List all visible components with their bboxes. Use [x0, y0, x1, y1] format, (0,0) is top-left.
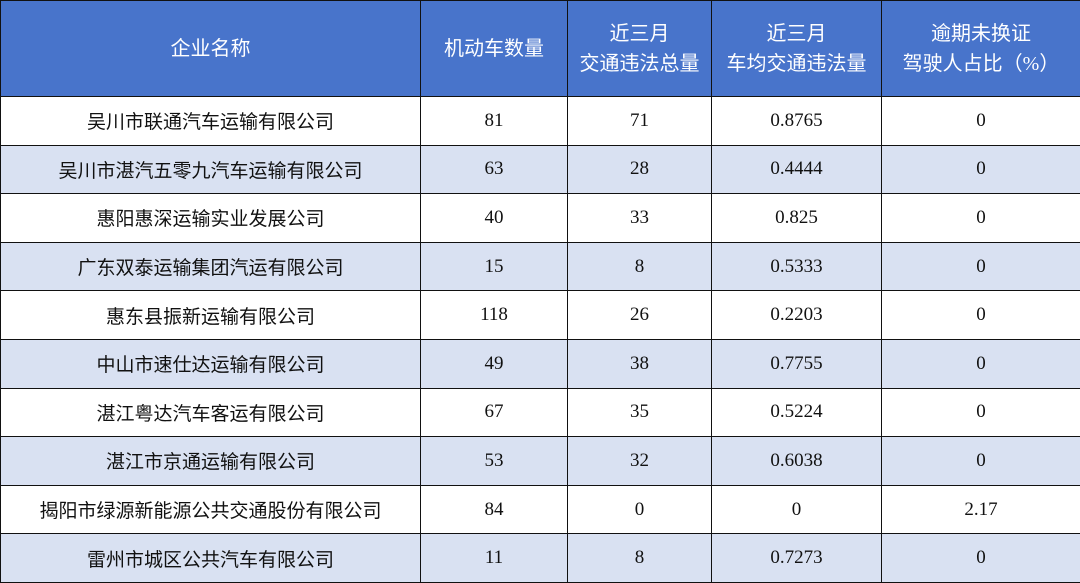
- total-violations-cell: 0: [567, 484, 712, 535]
- total-violations-cell: 8: [567, 241, 712, 292]
- avg-violations-cell: 0.2203: [711, 290, 882, 340]
- header-text: 逾期未换证: [931, 22, 1031, 45]
- overdue-ratio-cell: 0: [881, 144, 1080, 195]
- vehicle-count-cell: 118: [420, 290, 568, 340]
- header-text: 企业名称: [170, 37, 251, 60]
- vehicle-count-cell: 49: [420, 338, 568, 389]
- vehicle-count-cell: 67: [420, 387, 568, 438]
- vehicle-count-cell: 63: [420, 144, 568, 195]
- header-text: 近三月: [766, 22, 827, 45]
- company-name-cell: 吴川市湛汽五零九汽车运输有限公司: [0, 144, 421, 195]
- header-text: 交通违法总量: [579, 52, 700, 75]
- company-name-cell: 湛江市京通运输有限公司: [0, 436, 421, 486]
- vehicle-count-cell: 81: [420, 96, 568, 146]
- overdue-ratio-cell: 0: [881, 96, 1080, 146]
- overdue-ratio-cell: 0: [881, 193, 1080, 243]
- overdue-ratio-cell: 0: [881, 436, 1080, 486]
- overdue-ratio-cell: 0: [881, 290, 1080, 340]
- table-row: 揭阳市绿源新能源公共交通股份有限公司 84 0 0 2.17: [0, 484, 1080, 535]
- company-name-cell: 湛江粤达汽车客运有限公司: [0, 387, 421, 438]
- total-violations-cell: 32: [567, 436, 712, 486]
- table-row: 广东双泰运输集团汽运有限公司 15 8 0.5333 0: [0, 241, 1080, 292]
- table-row: 惠阳惠深运输实业发展公司 40 33 0.825 0: [0, 193, 1080, 243]
- table-row: 吴川市联通汽车运输有限公司 81 71 0.8765 0: [0, 96, 1080, 146]
- vehicle-count-cell: 53: [420, 436, 568, 486]
- total-violations-cell: 28: [567, 144, 712, 195]
- header-text: 近三月: [609, 22, 670, 45]
- total-violations-cell: 8: [567, 533, 712, 583]
- vehicle-count-cell: 15: [420, 241, 568, 292]
- avg-violations-cell: 0.7273: [711, 533, 882, 583]
- company-name-cell: 广东双泰运输集团汽运有限公司: [0, 241, 421, 292]
- table-row: 吴川市湛汽五零九汽车运输有限公司 63 28 0.4444 0: [0, 144, 1080, 195]
- table-row: 湛江粤达汽车客运有限公司 67 35 0.5224 0: [0, 387, 1080, 438]
- company-name-cell: 惠东县振新运输有限公司: [0, 290, 421, 340]
- overdue-ratio-cell: 0: [881, 387, 1080, 438]
- overdue-ratio-cell: 0: [881, 533, 1080, 583]
- avg-violations-cell: 0.825: [711, 193, 882, 243]
- header-vehicle-count: 机动车数量: [420, 0, 568, 97]
- avg-violations-cell: 0.4444: [711, 144, 882, 195]
- avg-violations-cell: 0: [711, 484, 882, 535]
- total-violations-cell: 71: [567, 96, 712, 146]
- header-text: 驾驶人占比（%）: [902, 52, 1060, 75]
- company-name-cell: 雷州市城区公共汽车有限公司: [0, 533, 421, 583]
- table-row: 湛江市京通运输有限公司 53 32 0.6038 0: [0, 436, 1080, 486]
- table-row: 中山市速仕达运输有限公司 49 38 0.7755 0: [0, 338, 1080, 389]
- header-text: 机动车数量: [444, 37, 544, 60]
- header-row: 企业名称 机动车数量 近三月交通违法总量 近三月车均交通违法量 逾期未换证驾驶人…: [0, 0, 1080, 97]
- avg-violations-cell: 0.8765: [711, 96, 882, 146]
- table-row: 惠东县振新运输有限公司 118 26 0.2203 0: [0, 290, 1080, 340]
- header-total-violations: 近三月 交通违法总量: [567, 0, 712, 97]
- avg-violations-cell: 0.6038: [711, 436, 882, 486]
- vehicle-count-cell: 84: [420, 484, 568, 535]
- header-company-name: 企业名称: [0, 0, 421, 97]
- header-text: 车均交通违法量: [726, 52, 867, 75]
- company-name-cell: 中山市速仕达运输有限公司: [0, 338, 421, 389]
- avg-violations-cell: 0.5333: [711, 241, 882, 292]
- total-violations-cell: 35: [567, 387, 712, 438]
- header-avg-violations: 近三月车均交通违法量: [711, 0, 882, 97]
- vehicle-count-cell: 11: [420, 533, 568, 583]
- overdue-ratio-cell: 0: [881, 241, 1080, 292]
- overdue-ratio-cell: 2.17: [881, 484, 1080, 535]
- company-name-cell: 惠阳惠深运输实业发展公司: [0, 193, 421, 243]
- avg-violations-cell: 0.5224: [711, 387, 882, 438]
- total-violations-cell: 38: [567, 338, 712, 389]
- vehicle-count-cell: 40: [420, 193, 568, 243]
- table-row: 雷州市城区公共汽车有限公司 11 8 0.7273 0: [0, 533, 1080, 583]
- company-name-cell: 吴川市联通汽车运输有限公司: [0, 96, 421, 146]
- total-violations-cell: 26: [567, 290, 712, 340]
- avg-violations-cell: 0.7755: [711, 338, 882, 389]
- header-overdue-ratio: 逾期未换证驾驶人占比（%）: [881, 0, 1080, 97]
- company-name-cell: 揭阳市绿源新能源公共交通股份有限公司: [0, 484, 421, 535]
- overdue-ratio-cell: 0: [881, 338, 1080, 389]
- total-violations-cell: 33: [567, 193, 712, 243]
